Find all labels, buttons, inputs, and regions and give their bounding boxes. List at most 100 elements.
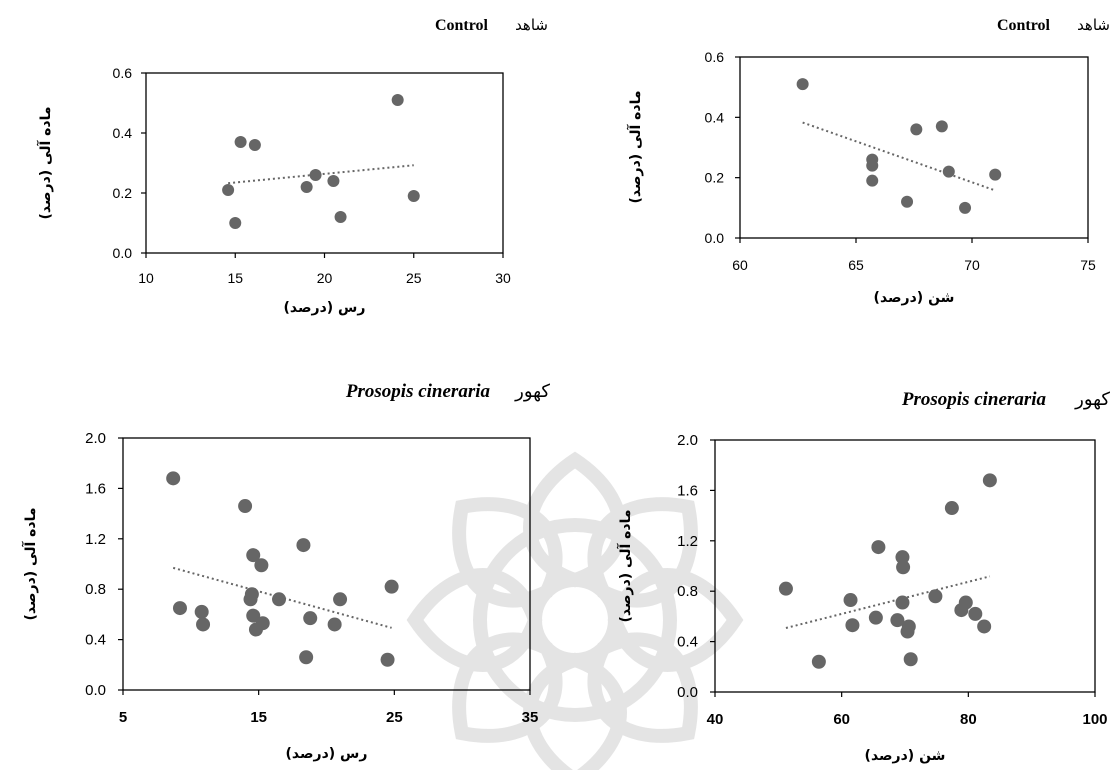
y-tick-label: 0.4 <box>705 109 725 125</box>
y-tick-label: 0.2 <box>705 170 725 186</box>
data-point <box>958 595 973 610</box>
data-point <box>982 473 997 488</box>
chart-title: Prosopis cineraria <box>345 381 491 402</box>
data-point <box>303 611 318 626</box>
plot-frame <box>145 72 504 254</box>
chart-title-fa: کهور <box>514 381 550 402</box>
x-tick-label: 65 <box>848 257 864 273</box>
data-point <box>248 139 261 151</box>
y-tick-label: 0.0 <box>705 230 725 246</box>
data-point <box>194 604 209 619</box>
x-tick-label: 80 <box>960 711 977 728</box>
data-point <box>977 619 992 634</box>
y-tick-label: 0.6 <box>113 65 133 81</box>
y-tick-label: 1.2 <box>677 533 698 550</box>
y-tick-label: 2.0 <box>85 430 106 447</box>
data-point <box>234 136 247 148</box>
chart-title-fa: شاهد <box>1077 16 1110 34</box>
y-tick-label: 0.0 <box>85 682 106 699</box>
data-point <box>935 120 948 133</box>
data-point <box>868 610 883 625</box>
y-tick-label: 0.0 <box>677 684 698 701</box>
data-point <box>196 617 211 632</box>
data-point <box>254 558 269 573</box>
data-point <box>796 78 809 91</box>
plot-frame <box>122 437 531 691</box>
data-point <box>989 168 1002 181</box>
data-point <box>778 581 793 596</box>
x-tick-label: 15 <box>250 709 267 726</box>
charts-layer: 10 15 20 25 30 0.0 0.2 0.4 0.6 شاهد Control رس (درص… <box>21 16 1110 764</box>
data-point <box>866 174 879 187</box>
y-tick-label: 0.4 <box>113 125 133 141</box>
data-point <box>903 652 918 667</box>
x-tick-label: 100 <box>1082 711 1107 728</box>
data-point <box>246 608 261 623</box>
data-point <box>380 652 395 667</box>
data-point <box>866 159 879 172</box>
data-point <box>890 613 905 628</box>
x-tick-label: 15 <box>227 270 243 286</box>
data-point <box>871 540 886 555</box>
data-point <box>166 471 181 486</box>
data-point <box>968 606 983 621</box>
x-tick-label: 75 <box>1080 257 1096 273</box>
data-point <box>942 165 955 178</box>
data-point <box>391 94 404 106</box>
data-point <box>255 616 270 631</box>
data-point <box>896 560 911 575</box>
data-point <box>845 618 860 633</box>
data-point <box>895 550 910 565</box>
chart-title: Prosopis cineraria <box>901 389 1047 410</box>
data-point <box>959 201 972 214</box>
y-axis-label: ماده آلی (درصد) <box>21 508 39 621</box>
y-tick-label: 0.4 <box>85 632 106 649</box>
data-point <box>928 589 943 604</box>
trendline <box>802 121 996 192</box>
x-axis-label: شن (درصد) <box>874 290 955 306</box>
data-point <box>299 650 314 665</box>
y-tick-label: 0.6 <box>705 49 725 65</box>
chart-title-fa: کهور <box>1074 389 1110 410</box>
data-point <box>901 195 914 208</box>
chart-panel-top-left: 10 15 20 25 30 0.0 0.2 0.4 0.6 شاهد Control رس (درص… <box>36 16 548 316</box>
data-point <box>811 654 826 669</box>
trendline <box>785 575 991 629</box>
x-tick-label: 25 <box>386 709 403 726</box>
y-axis-label: ماده آلی (درصد) <box>626 91 644 204</box>
data-point <box>901 619 916 634</box>
x-tick-label: 10 <box>138 270 154 286</box>
y-tick-label: 0.8 <box>677 583 698 600</box>
x-tick-label: 30 <box>495 270 511 286</box>
data-point <box>895 595 910 610</box>
x-tick-label: 25 <box>406 270 422 286</box>
plot-frame <box>739 56 1089 239</box>
y-tick-label: 0.2 <box>113 185 133 201</box>
y-tick-label: 1.6 <box>677 482 698 499</box>
chart-panel-top-right: 60 65 70 75 0.0 0.2 0.4 0.6 شاهد Control شن (درصد)… <box>626 16 1110 306</box>
trendline <box>228 164 414 185</box>
data-point <box>229 217 242 229</box>
y-tick-label: 0.4 <box>677 634 698 651</box>
data-point <box>944 501 959 516</box>
watermark-ornament <box>406 451 744 770</box>
y-axis-label: ماده آلی (درصد) <box>616 510 634 623</box>
chart-panel-bottom-left: 5 15 25 35 0.0 0.4 0.8 1.2 1.6 2.0 کهور Prosopis ci… <box>21 381 550 762</box>
plot-frame <box>714 439 1096 693</box>
chart-title-fa: شاهد <box>515 16 548 34</box>
data-point <box>296 538 311 553</box>
y-tick-label: 0.8 <box>85 581 106 598</box>
x-tick-label: 20 <box>317 270 333 286</box>
data-point <box>327 617 342 632</box>
data-point <box>272 592 287 607</box>
data-point <box>246 548 261 563</box>
data-point <box>910 123 923 136</box>
data-point <box>334 211 347 223</box>
y-tick-label: 2.0 <box>677 432 698 449</box>
y-tick-label: 1.2 <box>85 531 106 548</box>
data-point <box>407 190 420 202</box>
x-tick-label: 35 <box>522 709 539 726</box>
data-point <box>333 592 348 607</box>
chart-title: Control <box>997 17 1051 34</box>
